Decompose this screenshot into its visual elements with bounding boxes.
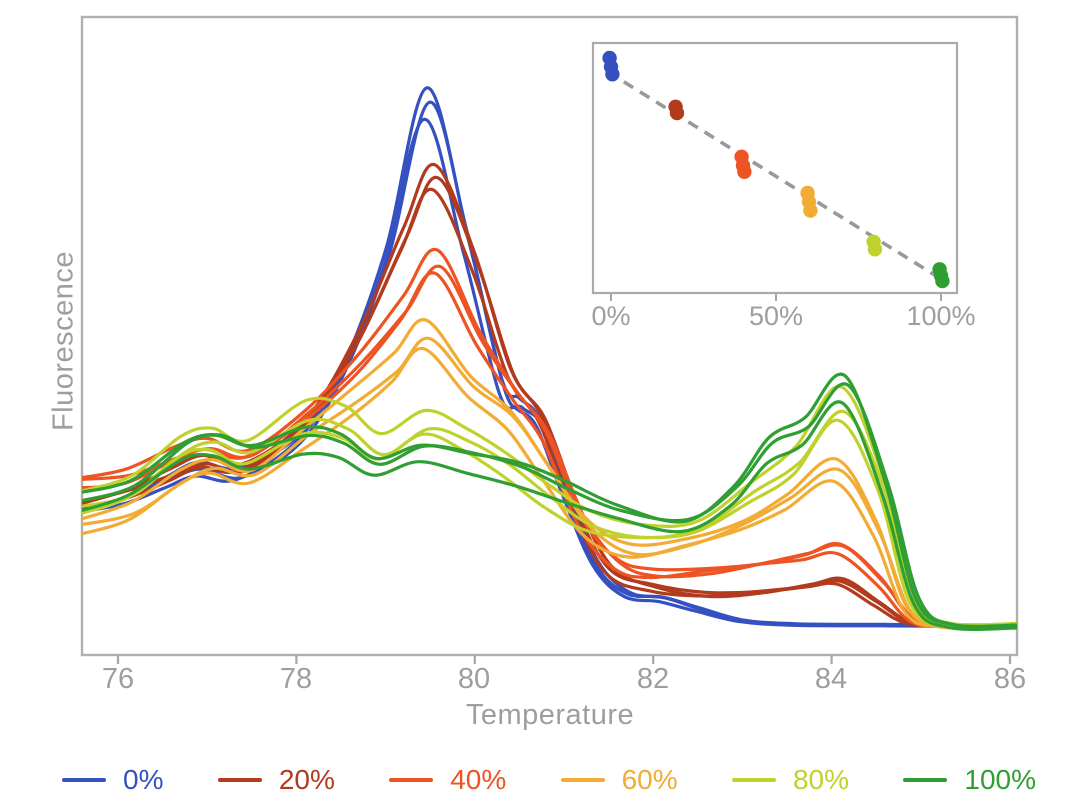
x-tick-label-86: 86: [993, 663, 1027, 695]
x-tick-label-82: 82: [636, 663, 670, 695]
inset-point-80%-2: [867, 242, 883, 257]
curve-80%-rep2: [82, 409, 1017, 629]
x-tick-label-80: 80: [457, 663, 491, 695]
legend-label-100pct: 100%: [964, 764, 1036, 795]
legend-item-60pct: 60%: [560, 764, 678, 795]
legend-label-40pct: 40%: [450, 764, 507, 795]
legend-item-20pct: 20%: [217, 764, 335, 795]
x-axis-ticks: [116, 655, 1012, 664]
legend-swatch-80pct: [731, 778, 776, 782]
curve-100%-rep3: [82, 400, 1017, 631]
main-plot-frame: [80, 15, 1019, 657]
inset-tick-label-100: 100%: [906, 301, 976, 331]
inset-trendline: [606, 70, 947, 284]
legend-label-80pct: 80%: [792, 764, 850, 795]
inset-plot: [591, 41, 959, 301]
legend-item-40pct: 40%: [389, 766, 506, 794]
curve-80%-rep3: [82, 418, 1017, 631]
legend-item-0pct: 0%: [62, 766, 163, 794]
legend-item-100pct: 100%: [903, 766, 1036, 794]
curve-40%-rep3: [82, 271, 1017, 629]
legend-swatch-60pct: [560, 778, 605, 782]
curve-60%-rep3: [82, 346, 1017, 631]
inset-tick-label-50: 50%: [748, 301, 804, 331]
inset-tick-label-0: 0%: [591, 301, 631, 331]
x-tick-label-78: 78: [279, 663, 313, 695]
legend-swatch-40pct: [389, 778, 434, 782]
legend-label-60pct: 60%: [621, 764, 678, 795]
inset-point-0%-3: [605, 67, 620, 82]
legend-label-20pct: 20%: [278, 764, 335, 795]
y-axis-title: Fluorescence: [47, 250, 80, 432]
inset-point-40%-3: [737, 164, 752, 179]
melt-curves: [82, 86, 1017, 631]
x-axis-title: Temperature: [465, 699, 635, 731]
x-tick-label-84: 84: [814, 663, 848, 695]
curve-60%-rep2: [82, 336, 1017, 629]
x-tick-label-76: 76: [101, 663, 135, 695]
inset-x-axis-ticks: [610, 293, 942, 301]
inset-point-20%-2: [669, 105, 685, 121]
curve-100%-rep2: [82, 382, 1017, 629]
curve-40%-rep1: [82, 247, 1017, 628]
legend-swatch-100pct: [903, 778, 948, 782]
legend-label-0pct: 0%: [123, 764, 164, 795]
inset-plot-frame: [591, 41, 959, 295]
inset-point-60%-3: [803, 203, 818, 218]
legend-item-80pct: 80%: [731, 764, 850, 795]
legend: 0% 20% 40% 60% 80% 100%: [62, 758, 1036, 802]
inset-point-100%-3: [935, 273, 950, 289]
curve-100%-rep1: [82, 372, 1017, 628]
legend-swatch-0pct: [62, 778, 106, 782]
curve-80%-rep1: [82, 384, 1017, 627]
inset-scatter-points: [602, 50, 950, 289]
legend-swatch-20pct: [217, 778, 262, 782]
